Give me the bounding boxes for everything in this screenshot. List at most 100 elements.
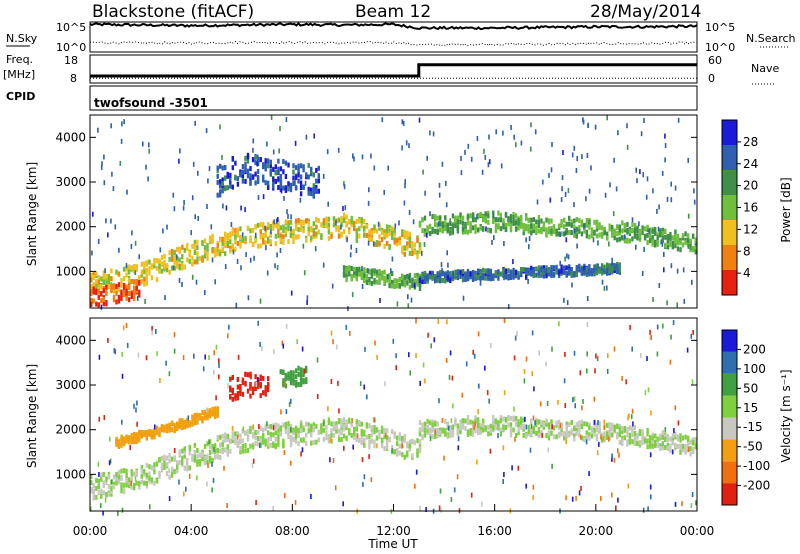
scatter-cell (276, 265, 279, 270)
scatter-cell (330, 330, 333, 336)
data-cell (474, 224, 477, 230)
data-cell (249, 235, 252, 241)
scatter-cell (511, 465, 513, 471)
data-cell (666, 442, 670, 448)
scatter-cell (236, 434, 239, 440)
data-cell (330, 432, 333, 438)
data-cell (350, 422, 353, 428)
data-cell (256, 179, 260, 184)
data-cell (439, 273, 442, 279)
data-cell (249, 382, 252, 387)
data-cell (102, 274, 105, 280)
colorbar-swatch (722, 170, 737, 195)
data-cell (254, 430, 257, 435)
data-cell (95, 283, 98, 289)
data-cell (694, 238, 697, 243)
scatter-cell (437, 319, 440, 324)
scatter-cell (559, 232, 561, 238)
data-cell (143, 269, 146, 275)
scatter-cell (656, 351, 659, 357)
scatter-cell (487, 162, 490, 168)
scatter-cell (422, 362, 425, 368)
data-cell (638, 229, 642, 234)
scatter-cell (451, 375, 454, 381)
data-cell (241, 377, 245, 383)
data-cell (633, 440, 637, 445)
data-cell (145, 483, 148, 489)
data-cell (337, 217, 341, 223)
scatter-cell (528, 236, 531, 241)
data-cell (621, 220, 624, 226)
data-cell (120, 292, 123, 298)
data-cell (439, 218, 442, 224)
scatter-cell (181, 282, 183, 287)
data-cell (540, 270, 543, 276)
data-cell (299, 437, 303, 443)
data-cell (191, 261, 194, 267)
noise-frame (89, 21, 698, 53)
data-cell (145, 260, 148, 266)
scatter-cell (290, 214, 292, 220)
scatter-cell (581, 154, 583, 160)
scatter-cell (580, 485, 582, 491)
data-cell (469, 213, 472, 219)
data-cell (294, 368, 298, 374)
data-cell (251, 390, 255, 396)
data-cell (588, 270, 591, 276)
data-cell (469, 274, 472, 280)
data-cell (239, 390, 242, 396)
scatter-cell (434, 429, 437, 435)
data-cell (638, 440, 642, 445)
scatter-cell (650, 494, 652, 500)
data-cell (224, 165, 227, 171)
data-cell (267, 430, 270, 436)
data-cell (600, 267, 604, 273)
scatter-cell (345, 324, 348, 330)
data-cell (277, 433, 280, 439)
scatter-cell (531, 330, 534, 336)
scatter-cell (103, 154, 105, 160)
data-cell (158, 427, 161, 433)
data-cell (466, 214, 470, 220)
scatter-cell (212, 477, 215, 483)
data-cell (264, 233, 267, 238)
data-cell (193, 420, 197, 426)
data-cell (277, 441, 280, 447)
scatter-cell (513, 355, 516, 361)
data-cell (231, 231, 234, 236)
data-cell (330, 233, 333, 239)
data-cell (380, 437, 384, 443)
data-cell (224, 234, 227, 240)
data-cell (92, 495, 95, 501)
data-cell (107, 284, 111, 290)
data-cell (585, 229, 589, 235)
data-cell (226, 437, 229, 443)
data-cell (608, 266, 611, 272)
data-cell (423, 270, 427, 276)
scatter-cell (457, 445, 460, 451)
data-cell (148, 464, 151, 470)
scatter-cell (256, 161, 258, 167)
data-cell (616, 431, 619, 437)
scatter-cell (118, 247, 120, 253)
data-cell (396, 451, 399, 457)
scatter-cell (670, 334, 672, 340)
data-cell (545, 418, 548, 424)
scatter-cell (204, 290, 206, 295)
colorbar-tick-label: -15 (743, 420, 763, 434)
data-cell (287, 162, 290, 168)
data-cell (408, 443, 412, 449)
scatter-cell (657, 226, 660, 232)
scatter-cell (424, 190, 426, 196)
data-cell (497, 224, 500, 229)
data-cell (208, 458, 212, 464)
data-cell (315, 439, 318, 445)
data-cell (226, 444, 229, 450)
data-cell (694, 249, 697, 255)
scatter-cell (301, 346, 304, 352)
scatter-cell (523, 368, 526, 374)
data-cell (264, 166, 267, 172)
